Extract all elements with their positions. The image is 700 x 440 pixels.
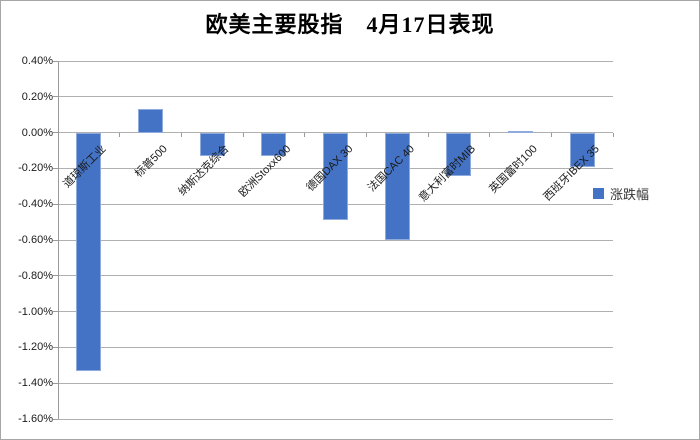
bar-3 bbox=[199, 132, 225, 156]
gridline bbox=[58, 418, 613, 420]
y-axis-tick bbox=[53, 167, 58, 169]
y-axis-tick bbox=[53, 239, 58, 241]
gridline bbox=[58, 239, 613, 241]
x-axis-tick bbox=[119, 132, 121, 137]
x-axis-tick bbox=[180, 132, 182, 137]
bar-4 bbox=[261, 132, 287, 156]
x-axis-tick bbox=[550, 132, 552, 137]
x-axis-tick bbox=[612, 132, 614, 137]
y-axis-tick bbox=[53, 203, 58, 205]
gridline bbox=[58, 60, 613, 62]
y-axis-tick-label: 0.20% bbox=[21, 90, 53, 103]
bar-1 bbox=[76, 132, 102, 371]
gridline bbox=[58, 275, 613, 277]
y-axis-tick-label: -0.40% bbox=[18, 198, 53, 211]
y-axis-tick-label: -1.40% bbox=[18, 377, 53, 390]
y-axis-tick-label: -1.20% bbox=[18, 341, 53, 354]
y-axis-tick bbox=[53, 275, 58, 277]
y-axis-tick-label: 0.40% bbox=[21, 55, 53, 67]
bar-2 bbox=[138, 109, 163, 133]
bar-9 bbox=[569, 132, 595, 167]
y-axis-tick-label: 0.00% bbox=[21, 126, 53, 139]
x-axis-tick bbox=[489, 132, 491, 137]
gridline bbox=[58, 96, 613, 98]
gridline bbox=[58, 346, 613, 348]
y-axis-tick bbox=[53, 382, 58, 384]
y-axis-tick bbox=[53, 60, 58, 62]
legend-series-label: 涨跌幅 bbox=[610, 187, 650, 202]
bar-5 bbox=[323, 132, 348, 221]
y-axis-tick-label: -1.00% bbox=[18, 305, 53, 318]
x-axis-tick bbox=[242, 132, 244, 137]
legend: 涨跌幅 bbox=[593, 184, 649, 203]
bar-6 bbox=[384, 132, 410, 240]
y-axis-tick bbox=[53, 346, 58, 348]
category-label: 英国富时100 bbox=[487, 143, 540, 196]
y-axis-line bbox=[57, 61, 59, 419]
y-axis-tick bbox=[53, 418, 58, 420]
y-axis-tick bbox=[53, 132, 58, 134]
bar-8 bbox=[508, 130, 533, 133]
category-label: 标普500 bbox=[132, 143, 170, 181]
chart-title: 欧美主要股指 4月17日表现 bbox=[205, 12, 495, 37]
bar-7 bbox=[446, 132, 472, 176]
y-axis-tick bbox=[53, 96, 58, 98]
y-axis-tick-label: -0.20% bbox=[18, 162, 53, 175]
x-axis-tick bbox=[365, 132, 367, 137]
legend-series-swatch-icon bbox=[593, 188, 604, 199]
y-axis-tick-label: -1.60% bbox=[18, 413, 53, 425]
gridline bbox=[58, 382, 613, 384]
y-axis-tick-label: -0.80% bbox=[18, 269, 53, 282]
x-axis-tick bbox=[427, 132, 429, 137]
y-axis-tick-label: -0.60% bbox=[18, 234, 53, 246]
y-axis-tick bbox=[53, 311, 58, 313]
x-axis-tick bbox=[304, 132, 306, 137]
x-axis-tick bbox=[57, 132, 59, 137]
gridline bbox=[58, 311, 613, 313]
